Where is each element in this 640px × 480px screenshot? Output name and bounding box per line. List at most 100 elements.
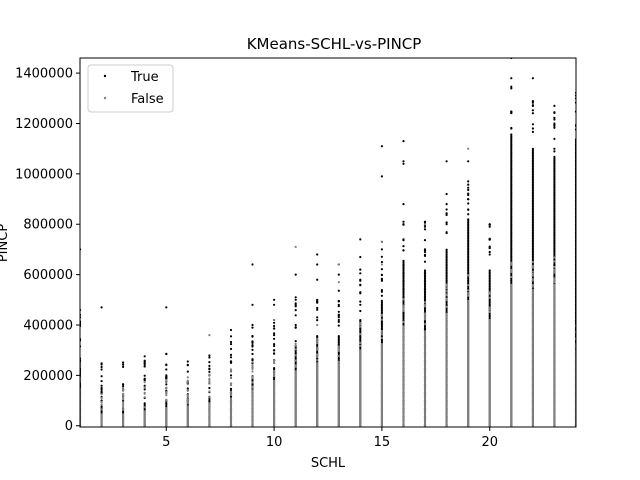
data-point — [531, 101, 535, 104]
data-point — [445, 363, 448, 366]
data-point — [359, 391, 362, 394]
data-point — [402, 249, 405, 252]
data-point — [488, 391, 491, 394]
data-point — [553, 210, 556, 213]
data-point — [467, 365, 470, 368]
data-point — [531, 352, 535, 355]
data-point — [445, 250, 448, 253]
data-point — [531, 162, 535, 165]
data-point — [423, 423, 427, 426]
data-point — [294, 403, 297, 406]
data-point — [402, 271, 405, 274]
data-point — [531, 151, 535, 154]
data-point — [423, 298, 427, 301]
data-point — [316, 335, 319, 338]
data-point — [402, 363, 405, 366]
data-point — [337, 418, 340, 421]
data-point — [208, 419, 211, 422]
data-point — [510, 307, 513, 310]
data-point — [488, 408, 491, 411]
data-point — [273, 410, 276, 413]
data-point — [553, 229, 556, 232]
data-point — [402, 403, 405, 406]
data-point — [359, 405, 362, 408]
data-point — [186, 399, 189, 402]
data-point — [100, 401, 103, 404]
data-point — [488, 355, 491, 358]
data-point — [445, 343, 448, 346]
data-point — [380, 352, 383, 355]
data-point — [423, 280, 427, 283]
data-point — [337, 343, 340, 346]
data-point — [423, 301, 427, 304]
data-point — [423, 250, 427, 254]
data-point — [510, 207, 513, 210]
data-point — [553, 274, 556, 277]
data-point — [251, 263, 254, 266]
data-point — [316, 413, 319, 416]
data-point — [531, 264, 535, 267]
data-point — [337, 360, 340, 363]
data-point — [510, 160, 513, 163]
data-point — [423, 333, 427, 336]
data-point — [445, 303, 448, 306]
data-point — [337, 310, 340, 313]
data-point — [251, 352, 254, 356]
data-point — [488, 387, 491, 390]
data-point — [423, 290, 427, 293]
data-point — [380, 354, 383, 357]
data-point — [467, 239, 470, 242]
data-point — [423, 322, 427, 326]
data-point — [531, 176, 535, 179]
data-point — [380, 273, 383, 276]
data-point — [380, 290, 383, 293]
data-point — [423, 405, 427, 408]
data-point — [510, 301, 513, 304]
data-point — [337, 416, 340, 419]
data-point — [488, 315, 491, 318]
data-point — [445, 339, 448, 342]
data-point — [402, 407, 405, 410]
data-point — [402, 293, 405, 296]
data-point — [251, 326, 254, 329]
data-point — [380, 341, 383, 344]
data-point — [423, 416, 427, 419]
data-point — [510, 136, 513, 139]
data-point — [423, 275, 427, 278]
data-point — [316, 418, 319, 421]
y-tick-label: 400000 — [23, 318, 73, 333]
data-point — [531, 375, 535, 378]
data-point — [510, 397, 513, 400]
data-point — [531, 330, 535, 333]
data-point — [531, 362, 535, 365]
data-point — [553, 240, 556, 243]
data-point — [445, 341, 448, 344]
data-point — [510, 248, 513, 251]
data-point — [423, 269, 427, 272]
data-point — [553, 239, 556, 242]
y-tick-label: 200000 — [23, 369, 73, 384]
data-point — [553, 359, 556, 362]
data-point — [380, 339, 383, 342]
x-tick-label: 20 — [481, 435, 498, 450]
legend-label-false: False — [131, 92, 164, 107]
data-point — [359, 403, 362, 406]
data-point — [273, 343, 276, 346]
data-point — [423, 352, 427, 355]
data-point — [553, 330, 556, 333]
data-point — [337, 397, 340, 400]
data-point — [143, 355, 146, 358]
data-point — [294, 354, 297, 357]
data-point — [531, 402, 535, 405]
data-point — [445, 328, 448, 331]
x-axis-label: SCHL — [311, 456, 346, 471]
data-point — [467, 267, 470, 270]
data-point — [510, 77, 513, 80]
data-point — [467, 256, 470, 259]
data-point — [402, 314, 405, 317]
data-point — [531, 291, 535, 294]
data-point — [380, 301, 383, 304]
data-point — [488, 291, 491, 294]
data-point — [423, 339, 427, 342]
data-point — [402, 371, 405, 374]
